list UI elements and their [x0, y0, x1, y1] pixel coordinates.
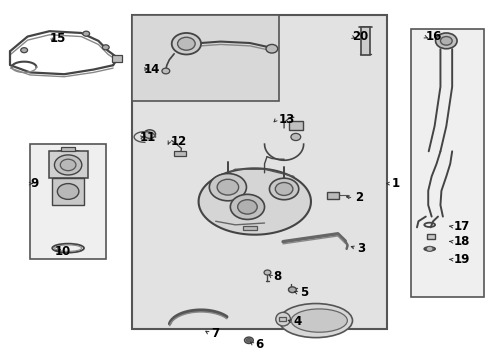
Circle shape: [60, 159, 76, 171]
Bar: [411, 30, 485, 297]
Text: 6: 6: [255, 338, 263, 351]
Text: 14: 14: [144, 63, 160, 76]
Bar: [243, 226, 257, 230]
Circle shape: [57, 184, 79, 199]
Text: 8: 8: [273, 270, 282, 283]
Bar: [361, 27, 370, 55]
Text: 4: 4: [294, 315, 302, 328]
Circle shape: [21, 48, 27, 53]
Text: 2: 2: [355, 192, 363, 204]
Text: 10: 10: [54, 244, 71, 257]
Circle shape: [436, 33, 457, 49]
Bar: [327, 192, 339, 199]
Circle shape: [246, 338, 251, 342]
Circle shape: [245, 337, 253, 343]
Text: 15: 15: [49, 32, 66, 45]
Text: 20: 20: [352, 30, 369, 43]
Text: 18: 18: [454, 235, 470, 248]
Bar: [132, 15, 387, 329]
Bar: [427, 234, 435, 239]
Text: 9: 9: [30, 177, 38, 190]
Ellipse shape: [276, 312, 291, 326]
Text: 11: 11: [140, 131, 156, 144]
Bar: [52, 178, 84, 205]
Text: 1: 1: [392, 177, 400, 190]
Text: 13: 13: [278, 113, 294, 126]
Circle shape: [172, 33, 201, 54]
Text: 7: 7: [211, 327, 219, 340]
Circle shape: [217, 179, 239, 195]
Circle shape: [441, 37, 452, 45]
Text: 3: 3: [357, 242, 366, 255]
Bar: [49, 151, 88, 178]
Circle shape: [264, 270, 271, 275]
Ellipse shape: [291, 309, 347, 332]
Circle shape: [209, 174, 246, 201]
Text: 12: 12: [171, 135, 187, 148]
Circle shape: [102, 45, 109, 50]
Circle shape: [266, 44, 278, 53]
Circle shape: [238, 200, 257, 214]
Text: 16: 16: [426, 30, 442, 43]
Text: 19: 19: [454, 253, 470, 266]
Bar: [30, 144, 106, 259]
Circle shape: [162, 68, 170, 74]
Bar: [112, 55, 122, 62]
Circle shape: [83, 31, 90, 36]
Circle shape: [426, 246, 433, 251]
Circle shape: [275, 183, 293, 195]
Ellipse shape: [279, 303, 352, 338]
Bar: [289, 121, 303, 130]
Bar: [132, 15, 279, 101]
Text: 5: 5: [300, 287, 308, 300]
Circle shape: [54, 155, 82, 175]
Circle shape: [230, 194, 265, 220]
Circle shape: [144, 130, 156, 138]
Circle shape: [291, 134, 301, 140]
Polygon shape: [198, 168, 311, 235]
Bar: [61, 147, 75, 150]
Circle shape: [289, 287, 296, 293]
Text: 17: 17: [454, 220, 470, 233]
Bar: [279, 317, 286, 320]
Circle shape: [177, 37, 195, 50]
Bar: [174, 150, 186, 156]
Circle shape: [270, 178, 299, 200]
